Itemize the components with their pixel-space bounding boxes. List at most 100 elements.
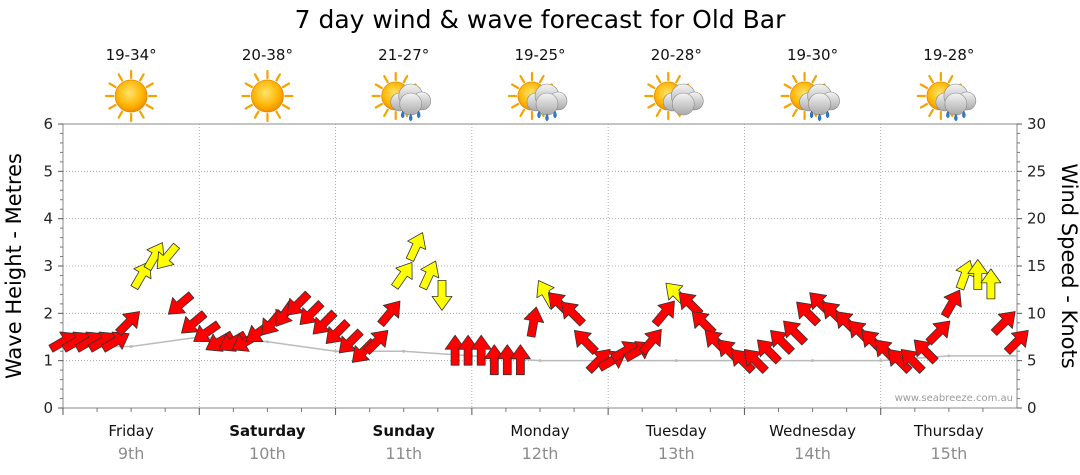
left-tick-label: 2 bbox=[43, 304, 53, 322]
day-temperature: 20-28° bbox=[651, 46, 702, 64]
day-date-label: 12th bbox=[522, 444, 559, 463]
left-tick-label: 1 bbox=[43, 352, 53, 370]
wind-arrow bbox=[391, 261, 413, 290]
sun-ray bbox=[108, 103, 117, 110]
credit-text: www.seabreeze.com.au bbox=[895, 393, 1013, 404]
sun-disc bbox=[251, 79, 284, 113]
wind-arrow bbox=[470, 334, 492, 366]
sun-ray bbox=[145, 103, 154, 110]
sun-ray bbox=[928, 74, 934, 84]
left-axis: 0 1 2 3 4 5 6 bbox=[43, 115, 63, 417]
sun-ray bbox=[145, 82, 154, 89]
wave-height-point bbox=[538, 359, 542, 363]
sun-disc bbox=[114, 79, 148, 113]
sun-ray bbox=[647, 102, 656, 109]
rain-drop bbox=[553, 110, 557, 119]
wind-arrow bbox=[156, 242, 180, 270]
sun-ray bbox=[139, 110, 145, 119]
rain-drop bbox=[400, 110, 405, 119]
sun-ray bbox=[783, 102, 792, 109]
wind-arrow-series bbox=[48, 232, 1029, 376]
day-date-label: 15th bbox=[930, 444, 967, 463]
sun-ray bbox=[675, 74, 681, 84]
wave-height-point bbox=[674, 359, 678, 363]
sun-ray bbox=[647, 83, 656, 90]
sun-ray bbox=[383, 108, 389, 118]
weather-row: 19-34° 20-38° 21-27° 19-25° 20-28° 19-30° 19-2… bbox=[105, 46, 977, 123]
sun-ray bbox=[139, 73, 145, 82]
day-date-label: 14th bbox=[794, 444, 831, 463]
grid-lines bbox=[63, 124, 1017, 408]
sun-cloud-rain-icon bbox=[916, 71, 977, 122]
right-tick-label: 20 bbox=[1027, 210, 1046, 228]
sun-cloud-icon bbox=[644, 71, 704, 121]
wind-arrow bbox=[100, 331, 130, 353]
wind-arrow bbox=[980, 268, 1002, 300]
day-date-label: 13th bbox=[658, 444, 695, 463]
cloud-shape bbox=[662, 83, 704, 116]
sun-ray bbox=[374, 83, 383, 90]
sun-cloud-rain-icon bbox=[371, 71, 432, 122]
rain-drop bbox=[817, 113, 822, 122]
wave-height-point bbox=[811, 359, 815, 363]
left-tick-label: 0 bbox=[43, 399, 53, 417]
sun-ray bbox=[655, 74, 662, 84]
sun-ray bbox=[402, 74, 409, 84]
wind-arrow bbox=[130, 261, 152, 291]
day-name-label: Monday bbox=[510, 422, 569, 440]
rain-drop bbox=[809, 110, 814, 119]
day-name-label: Friday bbox=[108, 422, 154, 440]
wind-arrow bbox=[115, 311, 141, 336]
sun-ray bbox=[117, 73, 124, 82]
wave-height-point bbox=[129, 344, 133, 348]
day-name-label: Saturday bbox=[229, 422, 306, 440]
sun-ray bbox=[655, 108, 662, 118]
day-name-label: Thursday bbox=[913, 422, 984, 440]
cloud-puff bbox=[671, 92, 695, 116]
right-tick-label: 30 bbox=[1027, 115, 1046, 133]
wind-arrow bbox=[418, 260, 440, 291]
sun-ray bbox=[919, 102, 929, 109]
rain-drop bbox=[545, 113, 549, 122]
wave-height-point bbox=[402, 349, 406, 353]
wind-arrow bbox=[510, 344, 531, 376]
day-name-label: Sunday bbox=[373, 422, 436, 440]
day-temperature: 19-25° bbox=[514, 46, 565, 64]
wind-arrow bbox=[925, 320, 951, 346]
sunny-icon bbox=[105, 69, 158, 123]
wind-arrow bbox=[377, 300, 401, 327]
right-tick-label: 0 bbox=[1027, 399, 1037, 417]
sunny-icon bbox=[241, 69, 294, 123]
sun-ray bbox=[244, 103, 253, 110]
day-date-label: 11th bbox=[385, 444, 422, 463]
sun-ray bbox=[383, 74, 389, 84]
wind-arrow bbox=[783, 320, 808, 346]
cloud-shape bbox=[390, 83, 432, 116]
sun-ray bbox=[108, 82, 117, 89]
wind-arrow bbox=[405, 232, 427, 262]
sun-ray bbox=[281, 82, 291, 89]
day-date-label: 10th bbox=[249, 444, 286, 463]
wind-arrow bbox=[560, 301, 586, 327]
sun-ray bbox=[510, 83, 520, 90]
sun-ray bbox=[244, 82, 253, 89]
sun-ray bbox=[117, 110, 124, 119]
sun-ray bbox=[275, 73, 282, 82]
sun-ray bbox=[275, 110, 282, 119]
wind-arrow bbox=[638, 329, 662, 356]
wind-arrow bbox=[431, 279, 453, 311]
wind-arrow bbox=[496, 344, 518, 376]
sun-ray bbox=[811, 74, 818, 84]
wind-arrow bbox=[1003, 329, 1029, 355]
sun-ray bbox=[510, 102, 520, 109]
wind-arrow bbox=[363, 329, 389, 355]
sun-ray bbox=[928, 108, 934, 118]
day-temperature: 19-28° bbox=[923, 46, 974, 64]
wind-arrow bbox=[940, 289, 962, 319]
wind-arrow bbox=[990, 311, 1016, 336]
wave-height-point bbox=[1015, 354, 1019, 358]
sun-ray bbox=[919, 83, 929, 90]
sun-ray bbox=[519, 74, 526, 84]
sun-cloud-rain-icon bbox=[780, 71, 840, 122]
